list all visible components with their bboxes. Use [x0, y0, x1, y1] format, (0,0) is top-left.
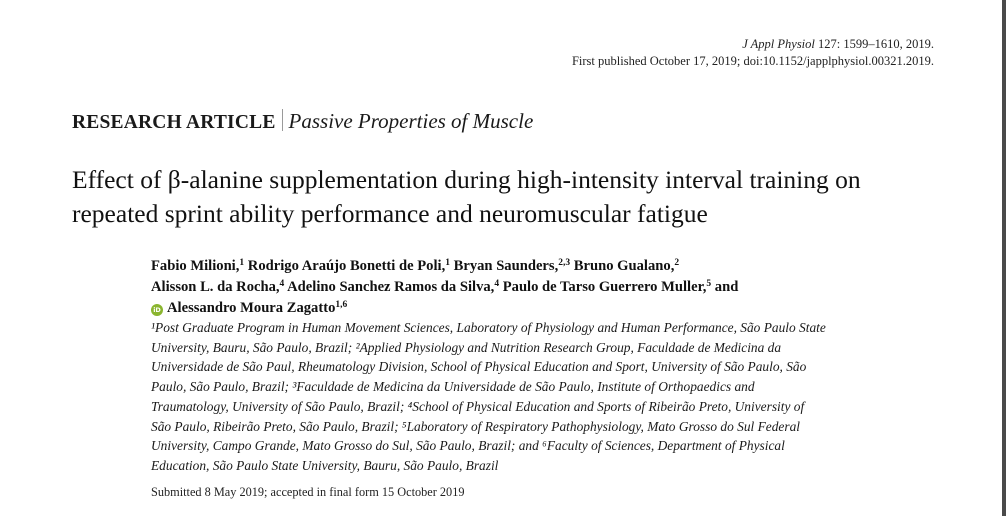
page-edge-rule: [1002, 0, 1006, 516]
affiliation-line: Universidade de São Paul, Rheumatology D…: [151, 359, 807, 375]
author-name: Alessandro Moura Zagatto: [167, 300, 336, 316]
author-name: Bruno Gualano,: [573, 258, 675, 274]
orcid-icon[interactable]: iD: [151, 304, 163, 316]
affiliation-line: ¹Post Graduate Program in Human Movement…: [151, 320, 826, 335]
affiliation-line: São Paulo, Ribeirão Preto, São Paulo, Br…: [151, 418, 800, 434]
author-affiliation-sup: 1: [445, 258, 450, 268]
article-type: RESEARCH ARTICLE Passive Properties of Mu…: [72, 107, 533, 137]
author-name: Alisson L. da Rocha,: [151, 279, 280, 295]
article-section: Passive Properties of Muscle: [288, 109, 534, 133]
author-affiliation-sup: 4: [494, 279, 500, 289]
author-line-1: Fabio Milioni,1 Rodrigo Araújo Bonetti d…: [151, 256, 911, 277]
article-title-line-2: repeated sprint ability performance and …: [72, 199, 708, 228]
author-line-3: iD Alessandro Moura Zagatto1,6: [151, 298, 911, 319]
article-kind: RESEARCH ARTICLE: [72, 112, 276, 133]
article-title: Effect of β-alanine supplementation duri…: [72, 163, 952, 231]
author-name: Fabio Milioni,: [151, 258, 240, 274]
published-line: First published October 17, 2019; doi:10…: [571, 54, 934, 68]
author-name: Paulo de Tarso Guerrero Muller,: [502, 279, 707, 295]
affiliation-line: University, Bauru, São Paulo, Brazil; ²A…: [151, 339, 782, 355]
author-line-2: Alisson L. da Rocha,4 Adelino Sanchez Ra…: [151, 277, 911, 298]
author-affiliation-sup: 1,6: [335, 300, 348, 310]
affiliation-line: University, Campo Grande, Mato Grosso do…: [151, 438, 785, 454]
author-name: Adelino Sanchez Ramos da Silva,: [287, 279, 495, 295]
submission-dates: Submitted 8 May 2019; accepted in final …: [151, 485, 465, 499]
journal-name: J Appl Physiol: [742, 37, 815, 51]
journal-citation-line: J Appl Physiol 127: 1599–1610, 2019.: [572, 36, 934, 53]
journal-header: J Appl Physiol 127: 1599–1610, 2019. Fir…: [572, 36, 934, 70]
author-list: Fabio Milioni,1 Rodrigo Araújo Bonetti d…: [151, 256, 911, 319]
affiliation-line: Paulo, São Paulo, Brazil; ³Faculdade de …: [151, 379, 755, 395]
article-type-divider: [281, 109, 283, 131]
affiliation-line: Education, São Paulo State University, B…: [151, 457, 499, 473]
author-name: Rodrigo Araújo Bonetti de Poli,: [247, 258, 446, 274]
article-title-line-1: Effect of β-alanine supplementation duri…: [72, 165, 861, 194]
affiliation-line: Traumatology, University of São Paulo, B…: [151, 398, 805, 414]
author-affiliation-sup: 5: [706, 279, 712, 289]
author-affiliation-sup: 4: [279, 279, 285, 289]
author-name: Bryan Saunders,: [453, 258, 559, 274]
journal-citation: 127: 1599–1610, 2019.: [818, 37, 934, 51]
author-affiliation-sup: 2: [674, 258, 680, 268]
author-affiliation-sup: 1: [239, 258, 245, 268]
affiliations: ¹Post Graduate Program in Human Movement…: [151, 318, 941, 476]
author-affiliation-sup: 2,3: [558, 258, 571, 268]
author-conjunction: and: [714, 279, 739, 295]
